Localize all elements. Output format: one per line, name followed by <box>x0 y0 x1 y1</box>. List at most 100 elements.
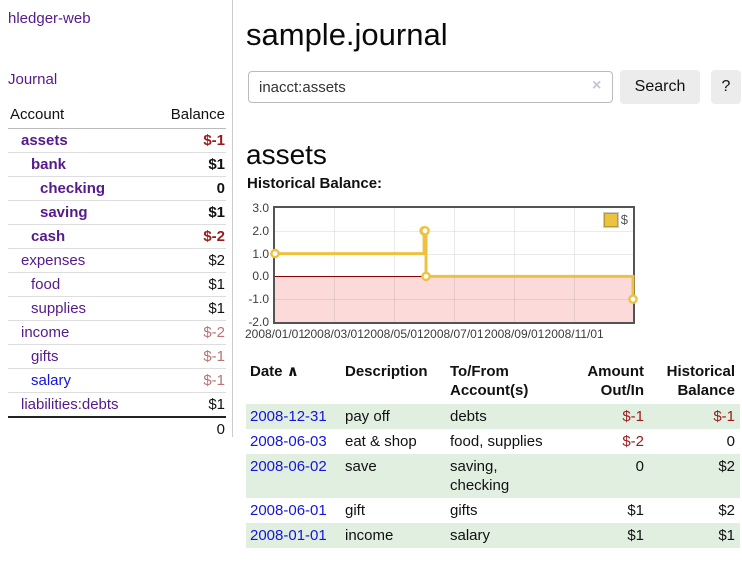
sidebar-account-link-bank[interactable]: bank <box>31 156 67 173</box>
register-description-cell: save <box>345 454 450 498</box>
sidebar-account-link-supplies[interactable]: supplies <box>31 300 87 317</box>
sidebar-account-link-liabilities-debts[interactable]: liabilities:debts <box>21 396 119 413</box>
account-balance: $-1 <box>151 368 226 393</box>
chart-legend: $ <box>601 211 630 228</box>
sort-asc-icon: ∧ <box>286 363 299 380</box>
account-name-cell: saving <box>8 200 152 225</box>
account-row: liabilities:debts $1 <box>8 392 226 418</box>
register-table-body: 2008-12-31 pay off debts $-1 $-1 2008-06-03 ea… <box>246 404 740 548</box>
account-name-cell: assets <box>8 128 152 153</box>
account-name-cell: liabilities:debts <box>8 392 152 418</box>
register-header-row: Date ∧ Description To/From Account(s) Am… <box>246 360 740 404</box>
register-date-cell: 2008-06-02 <box>246 454 345 498</box>
y-axis-tick-label: -2.0 <box>248 315 269 329</box>
y-axis-tick-label: -1.0 <box>248 292 269 307</box>
account-name-cell: checking <box>8 176 152 201</box>
help-button[interactable]: ? <box>711 70 741 104</box>
register-date-cell: 2008-06-01 <box>246 498 345 523</box>
col-header-amount: Amount Out/In <box>587 363 644 399</box>
chart-plot-area: $ <box>270 206 638 324</box>
account-name-cell: cash <box>8 224 152 249</box>
sidebar-account-link-food[interactable]: food <box>31 276 61 293</box>
app-title-link[interactable]: hledger-web <box>8 10 91 27</box>
account-balance: $1 <box>151 152 226 177</box>
col-header-balance: Historical Balance <box>666 363 735 399</box>
legend-swatch-icon <box>603 212 618 227</box>
account-heading: assets <box>246 139 327 171</box>
search-input[interactable] <box>248 71 613 103</box>
chart-plot-inner <box>270 208 638 322</box>
accounts-header-row: Account Balance <box>8 102 226 129</box>
x-axis-tick-label: 2008/05/01 <box>363 327 424 341</box>
gridline <box>514 208 515 322</box>
y-axis-tick-label: 0.0 <box>252 269 269 284</box>
sidebar-account-link-assets[interactable]: assets <box>21 132 68 149</box>
gridline <box>574 208 575 322</box>
register-accounts-cell: saving, checking <box>450 454 580 498</box>
negative-region <box>275 276 633 322</box>
transaction-date-link[interactable]: 2008-06-02 <box>250 458 327 475</box>
transaction-date-link[interactable]: 2008-06-01 <box>250 502 327 519</box>
sidebar-account-link-cash[interactable]: cash <box>31 228 66 245</box>
sidebar-account-link-checking[interactable]: checking <box>40 180 106 197</box>
account-name-cell: bank <box>8 152 152 177</box>
register-balance-cell: $-1 <box>644 404 740 429</box>
data-point-marker <box>421 271 431 282</box>
data-point-marker <box>420 225 430 236</box>
search-button[interactable]: Search <box>620 70 700 104</box>
accounts-total-spacer <box>8 416 152 441</box>
register-accounts-cell: salary <box>450 523 580 548</box>
col-header-accounts: To/From Account(s) <box>450 363 529 399</box>
sidebar-account-link-gifts[interactable]: gifts <box>31 348 59 365</box>
account-balance: 0 <box>151 176 226 201</box>
account-row: expenses $2 <box>8 248 226 273</box>
account-balance: $1 <box>151 272 226 297</box>
register-row: 2008-06-01 gift gifts $1 $2 <box>246 498 740 523</box>
clear-search-icon[interactable]: × <box>592 77 602 94</box>
gridline <box>275 254 633 255</box>
register-amount-cell: $1 <box>580 523 644 548</box>
transaction-date-link[interactable]: 2008-01-01 <box>250 527 327 544</box>
register-row: 2008-06-03 eat & shop food, supplies $-2 0 <box>246 429 740 454</box>
register-amount-cell: $-1 <box>580 404 644 429</box>
register-row: 2008-01-01 income salary $1 $1 <box>246 523 740 548</box>
account-row: saving $1 <box>8 200 226 225</box>
account-name-cell: food <box>8 272 152 297</box>
register-description-cell: eat & shop <box>345 433 417 450</box>
transaction-date-link[interactable]: 2008-12-31 <box>250 408 327 425</box>
account-balance: $-2 <box>151 320 226 345</box>
account-balance: $-1 <box>151 128 226 153</box>
account-name-cell: supplies <box>8 296 152 321</box>
gridline <box>334 208 335 322</box>
col-header-date-label: Date <box>250 363 283 380</box>
account-row: gifts $-1 <box>8 344 226 369</box>
x-axis-tick-label: 2008/01/01 <box>244 327 306 341</box>
data-point-marker <box>270 248 280 259</box>
account-row: cash $-2 <box>8 224 226 249</box>
accounts-total-row: 0 <box>8 416 226 441</box>
register-date-cell: 2008-06-03 <box>246 429 345 454</box>
transaction-date-link[interactable]: 2008-06-03 <box>250 433 327 450</box>
account-row: salary $-1 <box>8 368 226 393</box>
accounts-table-body: assets $-1 bank $1 checking 0 saving $1 cash $-2 e… <box>8 128 226 418</box>
historical-balance-chart: $ 3.0 2.0 1.0 0.0 -1.0 -2.0 2008/01/01 2008/03… <box>243 196 642 346</box>
account-name-cell: income <box>8 320 152 345</box>
y-axis-tick-label: 3.0 <box>252 201 269 215</box>
accounts-col-balance: Balance <box>151 102 226 129</box>
register-balance-cell: $2 <box>718 502 735 519</box>
account-row: income $-2 <box>8 320 226 345</box>
data-point-marker <box>628 294 638 304</box>
balance-line-series <box>270 225 638 304</box>
register-row: 2008-12-31 pay off debts $-1 $-1 <box>246 404 740 429</box>
register-description-cell: income <box>345 523 450 548</box>
col-header-date[interactable]: Date ∧ <box>246 360 345 404</box>
sidebar-account-link-income[interactable]: income <box>21 324 70 341</box>
sidebar-item-journal[interactable]: Journal <box>8 71 58 88</box>
account-row: checking 0 <box>8 176 226 201</box>
sidebar-account-link-salary[interactable]: salary <box>31 372 72 389</box>
sidebar-account-link-saving[interactable]: saving <box>40 204 88 221</box>
register-row: 2008-06-02 save saving, checking 0 $2 <box>246 454 740 498</box>
account-row: food $1 <box>8 272 226 297</box>
sidebar-account-link-expenses[interactable]: expenses <box>21 252 86 269</box>
register-accounts-cell: gifts <box>450 502 478 519</box>
